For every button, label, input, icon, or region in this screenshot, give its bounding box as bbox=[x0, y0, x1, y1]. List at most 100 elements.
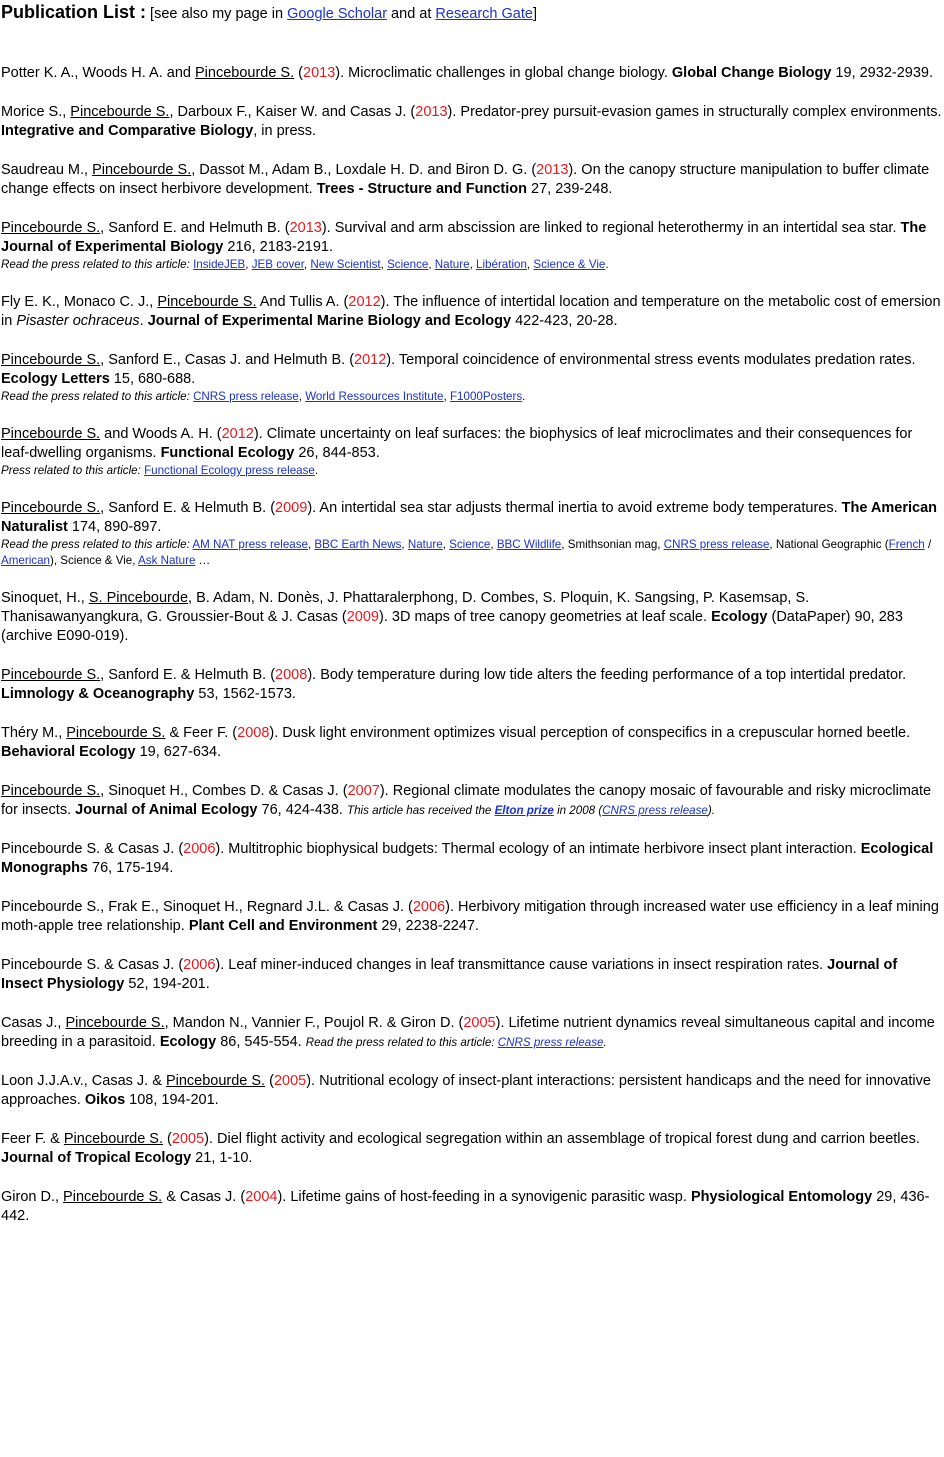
journal-name: The American Naturalist bbox=[1, 500, 938, 535]
authors-before: Giron D., bbox=[1, 1189, 64, 1205]
press-link[interactable]: Science & Vie bbox=[533, 258, 606, 271]
highlighted-author: Pincebourde S. bbox=[1, 500, 101, 516]
press-link[interactable]: World Ressources Institute bbox=[305, 390, 444, 403]
volume-pages: 76, 175-194. bbox=[88, 860, 174, 876]
article-title: ). Dusk light environment optimizes visu… bbox=[269, 725, 911, 741]
header-post-text: ] bbox=[532, 6, 537, 22]
journal-name: Oikos bbox=[84, 1092, 126, 1108]
press-link[interactable]: InsideJEB bbox=[193, 258, 246, 271]
authors-before: Feer F. & bbox=[1, 1131, 64, 1147]
journal-name: Ecological Monographs bbox=[1, 841, 934, 876]
press-link[interactable]: French bbox=[888, 538, 925, 551]
publication-entry: Giron D., Pincebourde S. & Casas J. (200… bbox=[1, 1188, 942, 1226]
volume-pages: 26, 844-853. bbox=[294, 445, 380, 461]
volume-pages: 52, 194-201. bbox=[124, 976, 210, 992]
publication-year: 2006 bbox=[183, 957, 216, 973]
article-title: ). Survival and arm abscission are linke… bbox=[321, 220, 901, 236]
citation: Giron D., Pincebourde S. & Casas J. (200… bbox=[1, 1188, 942, 1226]
publication-year: 2004 bbox=[245, 1189, 278, 1205]
highlighted-author: Pincebourde S. bbox=[63, 1131, 164, 1147]
publication-year: 2012 bbox=[348, 294, 381, 310]
article-title: ). Diel flight activity and ecological s… bbox=[204, 1131, 920, 1147]
authors-before: Loon J.J.A.v., Casas J. & bbox=[1, 1073, 166, 1089]
press-lead: Read the press related to this article: bbox=[1, 538, 190, 551]
publication-year: 2012 bbox=[221, 426, 254, 442]
authors-after: ( bbox=[265, 1073, 274, 1089]
inline-note: This article has received the Elton priz… bbox=[347, 804, 715, 817]
highlighted-author: Pincebourde S. bbox=[1, 783, 101, 799]
authors-after: ( bbox=[294, 65, 303, 81]
authors-after: , B. Adam, N. Donès, J. Phattaralerphong… bbox=[1, 590, 810, 625]
press-link[interactable]: CNRS press release bbox=[193, 390, 299, 403]
press-link[interactable]: AM NAT press release bbox=[192, 538, 308, 551]
citation: Pincebourde S. & Casas J. (2006). Multit… bbox=[1, 840, 942, 878]
article-title: ). On the canopy structure manipulation … bbox=[1, 162, 930, 197]
press-lead: Read the press related to this article: bbox=[1, 390, 190, 403]
press-link[interactable]: JEB cover bbox=[251, 258, 304, 271]
publication-entry: Casas J., Pincebourde S., Mandon N., Van… bbox=[1, 1014, 942, 1052]
press-link[interactable]: CNRS press release bbox=[663, 538, 770, 551]
press-link[interactable]: American bbox=[1, 554, 50, 567]
press-link[interactable]: BBC Wildlife bbox=[496, 538, 562, 551]
press-link[interactable]: CNRS press release bbox=[602, 804, 708, 817]
highlighted-author: Pincebourde S. bbox=[1, 220, 101, 236]
elton-prize-link[interactable]: Elton prize bbox=[494, 804, 554, 817]
publication-entry: Pincebourde S. & Casas J. (2006). Leaf m… bbox=[1, 956, 942, 994]
note-text: This article has received the bbox=[347, 804, 495, 817]
journal-name: Journal of Tropical Ecology bbox=[1, 1150, 192, 1166]
volume-pages: 15, 680-688. bbox=[109, 371, 196, 387]
citation: Pincebourde S. & Casas J. (2006). Leaf m… bbox=[1, 956, 942, 994]
journal-name: Plant Cell and Environment bbox=[188, 918, 378, 934]
highlighted-author: Pincebourde S. bbox=[1, 352, 101, 368]
publication-entry: Morice S., Pincebourde S., Darboux F., K… bbox=[1, 103, 942, 141]
press-text: / bbox=[924, 538, 932, 551]
journal-name: Behavioral Ecology bbox=[1, 744, 136, 760]
press-link[interactable]: Science bbox=[449, 538, 491, 551]
press-text: ), Science & Vie, bbox=[49, 554, 139, 567]
authors-before: Morice S., bbox=[1, 104, 71, 120]
page-title: Publication List : bbox=[1, 2, 147, 22]
press-link[interactable]: New Scientist bbox=[310, 258, 381, 271]
press-link[interactable]: Functional Ecology press release bbox=[144, 464, 315, 477]
note-text: Read the press related to this article: bbox=[305, 1036, 498, 1049]
volume-pages: 19, 627-634. bbox=[135, 744, 222, 760]
authors-after: and Woods A. H. ( bbox=[100, 426, 222, 442]
publication-year: 2013 bbox=[415, 104, 448, 120]
press-link[interactable]: Nature bbox=[434, 258, 470, 271]
article-title: ). Herbivory mitigation through increase… bbox=[1, 899, 939, 934]
publication-year: 2009 bbox=[275, 500, 308, 516]
journal-name: Global Change Biology bbox=[671, 65, 832, 81]
google-scholar-link[interactable]: Google Scholar bbox=[287, 6, 388, 22]
authors-after: , Sinoquet H., Combes D. & Casas J. ( bbox=[100, 783, 348, 799]
highlighted-author: Pincebourde S. bbox=[70, 104, 170, 120]
press-link[interactable]: Science bbox=[387, 258, 429, 271]
press-link[interactable]: Nature bbox=[407, 538, 443, 551]
volume-pages: 29, 436-442. bbox=[1, 1189, 930, 1224]
press-link[interactable]: F1000Posters bbox=[449, 390, 523, 403]
press-link[interactable]: BBC Earth News bbox=[314, 538, 402, 551]
publication-list: Potter K. A., Woods H. A. and Pincebourd… bbox=[1, 64, 942, 1226]
research-gate-link[interactable]: Research Gate bbox=[435, 6, 533, 22]
press-link[interactable]: Libération bbox=[476, 258, 527, 271]
press-link[interactable]: CNRS press release bbox=[497, 1036, 604, 1049]
publication-year: 2009 bbox=[346, 609, 379, 625]
publication-page: Publication List : [see also my page in … bbox=[1, 2, 942, 1226]
article-title: ). Regional climate modulates the canopy… bbox=[1, 783, 932, 818]
press-link[interactable]: Ask Nature bbox=[138, 554, 196, 567]
article-title: ). Nutritional ecology of insect-plant i… bbox=[1, 1073, 931, 1108]
citation: Pincebourde S., Sanford E. & Helmuth B. … bbox=[1, 666, 942, 704]
authors-after: & Casas J. ( bbox=[162, 1189, 246, 1205]
volume-pages: 21, 1-10. bbox=[191, 1150, 253, 1166]
authors-before: Casas J., bbox=[1, 1015, 66, 1031]
publication-entry: Sinoquet, H., S. Pincebourde, B. Adam, N… bbox=[1, 589, 942, 646]
authors-after: , Sanford E. & Helmuth B. ( bbox=[100, 500, 276, 516]
press-lead: Read the press related to this article: bbox=[1, 258, 190, 271]
publication-entry: Théry M., Pincebourde S. & Feer F. (2008… bbox=[1, 724, 942, 762]
press-lead: Press related to this article: bbox=[1, 464, 141, 477]
volume-pages: 53, 1562-1573. bbox=[194, 686, 296, 702]
authors-after: , Sanford E., Casas J. and Helmuth B. ( bbox=[100, 352, 355, 368]
publication-year: 2006 bbox=[412, 899, 446, 915]
journal-name: Ecology bbox=[159, 1034, 217, 1050]
authors-before: Pincebourde S. & Casas J. ( bbox=[1, 841, 184, 857]
journal-name: Integrative and Comparative Biology bbox=[1, 123, 254, 139]
